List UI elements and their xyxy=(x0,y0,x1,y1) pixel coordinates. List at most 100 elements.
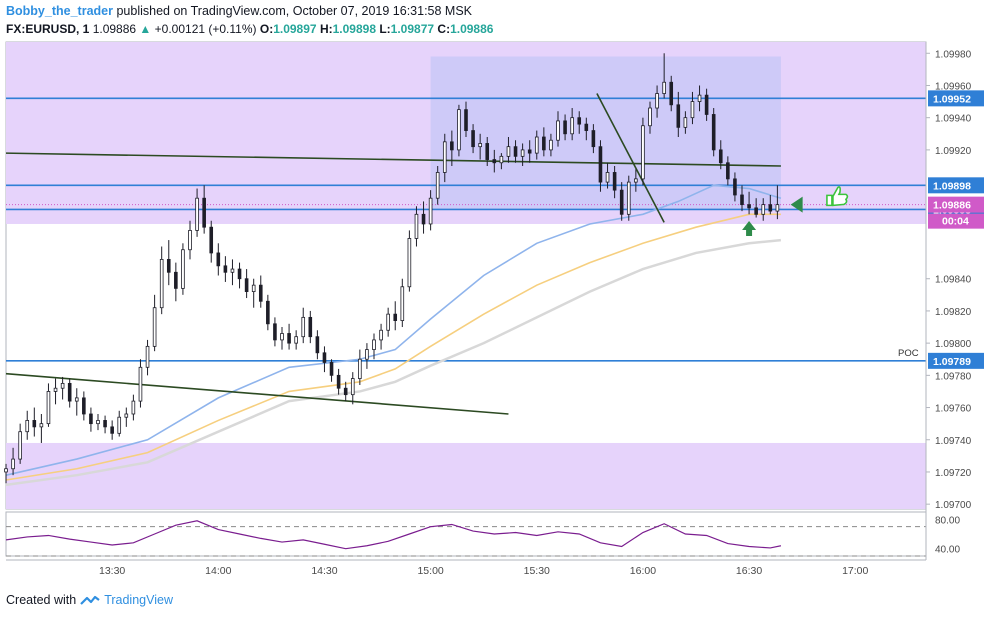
candle-body xyxy=(343,387,348,396)
bar-countdown: 00:04 xyxy=(942,216,969,228)
candle-body xyxy=(152,307,157,347)
candle-body xyxy=(372,339,376,350)
low-value: 1.09877 xyxy=(390,22,435,36)
high-label: H: xyxy=(319,22,333,36)
candle-body xyxy=(747,204,751,209)
candle-body xyxy=(32,420,37,428)
trendline xyxy=(5,152,781,167)
candle-body xyxy=(669,81,674,106)
candle-body xyxy=(117,416,122,434)
candle-body xyxy=(237,268,242,280)
rsi-pane xyxy=(5,511,927,557)
candle-body xyxy=(251,284,256,293)
price-tick-label: 1.09820 xyxy=(935,307,972,318)
candle-body xyxy=(683,117,688,128)
candle-body xyxy=(591,130,596,148)
candle-body xyxy=(308,316,313,338)
publish-info: published on TradingView.com, October 07… xyxy=(116,4,473,18)
candle-body xyxy=(619,189,624,215)
candle-body xyxy=(287,333,291,344)
ma-fast-line xyxy=(5,184,782,476)
candle-body xyxy=(775,204,780,212)
low-label: L: xyxy=(379,22,391,36)
author-link[interactable]: Bobby_the_trader xyxy=(6,4,113,18)
candle-body xyxy=(89,413,93,425)
candle-body xyxy=(676,104,681,128)
candle-body xyxy=(329,362,334,376)
level-price-label: 1.09789 xyxy=(933,356,971,368)
candle-body xyxy=(280,333,284,341)
candle-body xyxy=(266,300,270,325)
time-tick-label: 15:00 xyxy=(417,565,443,577)
current-price-label: 1.09886 xyxy=(933,200,971,212)
candle-body xyxy=(188,230,192,251)
candle-body xyxy=(386,313,390,331)
price-tick-label: 1.09980 xyxy=(935,49,972,60)
candle-body xyxy=(549,139,553,151)
candle-body xyxy=(159,258,164,309)
ohlc-legend: FX:EURUSD, 1 1.09886 ▲ +0.00121 (+0.11%)… xyxy=(6,22,493,36)
level-price-label: 1.09898 xyxy=(933,180,971,192)
candle-body xyxy=(626,181,631,215)
price-tick-label: 1.09740 xyxy=(935,436,972,447)
candle-body xyxy=(428,197,433,225)
rsi-tick-label: 80.00 xyxy=(935,515,960,526)
candle-body xyxy=(174,271,178,289)
candle-body xyxy=(690,101,695,119)
ma-slow-line xyxy=(5,238,782,487)
candle-body xyxy=(740,194,744,206)
candle-body xyxy=(4,468,8,473)
trendline xyxy=(596,93,665,223)
open-value: 1.09897 xyxy=(273,22,317,36)
candle-body xyxy=(322,352,327,363)
price-tick-label: 1.09800 xyxy=(935,339,972,350)
candle-body xyxy=(379,329,383,341)
candle-body xyxy=(485,143,490,160)
candle-body xyxy=(513,146,518,157)
candle-body xyxy=(478,143,482,148)
candle-body xyxy=(563,120,567,135)
candle-body xyxy=(301,316,306,338)
candle-body xyxy=(577,117,582,125)
candle-body xyxy=(67,382,72,402)
candle-body xyxy=(612,172,617,191)
tradingview-link[interactable]: TradingView xyxy=(104,593,173,607)
candle-body xyxy=(534,136,539,154)
candle-body xyxy=(18,431,22,460)
candle-body xyxy=(492,159,497,164)
publish-header: Bobby_the_trader published on TradingVie… xyxy=(6,4,472,18)
time-tick-label: 13:30 xyxy=(99,565,125,577)
candle-body xyxy=(634,178,638,183)
candle-body xyxy=(181,249,185,289)
level-price-label-bg xyxy=(928,90,984,107)
candle-body xyxy=(25,420,30,433)
candle-body xyxy=(230,268,235,273)
candle-body xyxy=(39,423,44,428)
symbol-label[interactable]: FX:EURUSD, 1 xyxy=(6,22,90,36)
open-label: O: xyxy=(259,22,274,36)
level-price-label: 1.09952 xyxy=(933,93,971,105)
candle-body xyxy=(53,387,58,392)
candle-body xyxy=(244,278,249,293)
candle-body xyxy=(145,345,150,368)
candle-body xyxy=(570,117,574,135)
candle-body xyxy=(662,81,666,94)
support-resistance-zone xyxy=(6,442,926,509)
candle-body xyxy=(768,204,773,212)
time-tick-label: 17:00 xyxy=(842,565,868,577)
candle-body xyxy=(74,397,79,402)
candle-body xyxy=(499,155,504,164)
time-tick-label: 14:00 xyxy=(205,565,231,577)
candle-body xyxy=(464,109,468,131)
poc-label: POC xyxy=(898,348,919,359)
countdown-bg xyxy=(928,213,984,229)
candle-body xyxy=(103,420,107,428)
candle-body xyxy=(457,109,461,151)
candle-body xyxy=(350,378,355,396)
left-arrow-icon xyxy=(790,196,803,213)
candle-body xyxy=(711,114,716,151)
candle-body xyxy=(82,397,86,415)
price-change: +0.00121 (+0.11%) xyxy=(154,22,257,36)
rsi-tick-label: 40.00 xyxy=(935,545,960,556)
